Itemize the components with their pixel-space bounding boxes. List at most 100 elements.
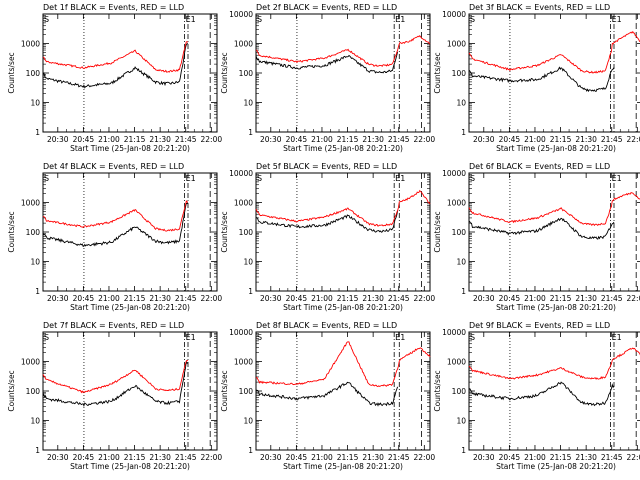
x-tick-label: 22:00 xyxy=(201,135,223,144)
y-tick-label: 1000 xyxy=(21,358,40,367)
y-tick-label: 1000 xyxy=(21,199,40,208)
y-tick-label: 1000 xyxy=(234,199,253,208)
x-tick-label: 20:30 xyxy=(47,135,69,144)
x-tick-label: 22:00 xyxy=(414,135,436,144)
start-marker-label: S xyxy=(257,333,262,342)
y-axis-label: Counts/sec xyxy=(7,211,16,252)
x-axis-label: Start Time (25-Jan-08 20:21:20) xyxy=(283,303,403,312)
x-tick-label: 21:45 xyxy=(388,294,410,303)
y-tick-label: 1 xyxy=(248,287,253,296)
x-tick-label: 20:30 xyxy=(260,453,282,462)
events-series-line xyxy=(255,381,399,407)
x-tick-label: 20:30 xyxy=(260,135,282,144)
x-tick-label: 21:30 xyxy=(149,453,171,462)
y-tick-label: 10 xyxy=(30,258,40,267)
y-tick-label: 1 xyxy=(461,128,466,137)
x-tick-label: 20:30 xyxy=(47,294,69,303)
x-tick-label: 20:45 xyxy=(73,453,95,462)
x-tick-label: 21:30 xyxy=(362,135,384,144)
panel-det-2: Det 2f BLACK = Events, RED = LLD 1 10 100 10… xyxy=(220,3,435,153)
start-marker-label: S xyxy=(257,174,262,183)
x-tick-label: 20:30 xyxy=(473,294,495,303)
lld-series-line xyxy=(468,347,640,380)
y-tick-label: 100 xyxy=(239,387,254,396)
x-tick-label: 20:30 xyxy=(473,135,495,144)
y-tick-label: 1000 xyxy=(234,40,253,49)
end-marker-label: E1 xyxy=(186,174,196,183)
x-tick-label: 21:15 xyxy=(124,453,146,462)
panel-title: Det 7f BLACK = Events, RED = LLD xyxy=(43,321,184,330)
y-tick-label: 10 xyxy=(243,99,253,108)
end-marker-label: E1 xyxy=(395,15,405,24)
y-tick-label: 1 xyxy=(35,287,40,296)
events-series-line xyxy=(255,210,399,233)
lld-series-line xyxy=(468,30,640,74)
x-tick-label: 22:00 xyxy=(414,294,436,303)
x-tick-label: 20:45 xyxy=(286,453,308,462)
lld-series-line xyxy=(255,189,431,227)
y-tick-label: 100 xyxy=(452,387,467,396)
y-tick-label: 1000 xyxy=(234,358,253,367)
x-axis-label: Start Time (25-Jan-08 20:21:20) xyxy=(496,144,616,153)
events-series-line xyxy=(468,381,615,407)
end-marker-label: E1 xyxy=(186,333,196,342)
y-tick-label: 1000 xyxy=(447,199,466,208)
start-marker-label: S xyxy=(44,333,49,342)
panel-title: Det 2f BLACK = Events, RED = LLD xyxy=(256,3,397,12)
y-tick-label: 10 xyxy=(456,258,466,267)
y-tick-label: 100 xyxy=(26,69,41,78)
x-tick-label: 21:15 xyxy=(337,453,359,462)
y-tick-label: 10 xyxy=(243,258,253,267)
x-tick-label: 22:00 xyxy=(201,453,223,462)
y-axis-label: Counts/sec xyxy=(7,52,16,93)
x-tick-label: 21:15 xyxy=(550,135,572,144)
end-marker-label: E1 xyxy=(186,15,196,24)
x-tick-label: 21:15 xyxy=(550,294,572,303)
end-marker-label: E1 xyxy=(395,333,405,342)
x-tick-label: 21:15 xyxy=(124,294,146,303)
y-tick-label: 10 xyxy=(30,417,40,426)
plot-frame xyxy=(255,13,431,133)
panel-title: Det 1f BLACK = Events, RED = LLD xyxy=(43,3,184,12)
panel-det-1: Det 1f BLACK = Events, RED = LLD 1 10 100 10… xyxy=(7,3,222,153)
x-tick-label: 21:30 xyxy=(362,294,384,303)
y-tick-label: 10 xyxy=(243,417,253,426)
panel-det-4: Det 4f BLACK = Events, RED = LLD 1 10 100 10… xyxy=(7,162,222,312)
y-tick-label: 1 xyxy=(248,128,253,137)
y-axis-label: Counts/sec xyxy=(433,370,442,411)
x-tick-label: 21:15 xyxy=(124,135,146,144)
lld-series-line xyxy=(42,359,189,394)
y-tick-label: 10000 xyxy=(442,169,466,178)
plot-frame xyxy=(255,172,431,292)
x-tick-label: 21:30 xyxy=(575,453,597,462)
panel-det-5: Det 5f BLACK = Events, RED = LLD 1 10 100 10… xyxy=(220,162,435,312)
end-marker-label: E1 xyxy=(612,333,622,342)
y-tick-label: 100 xyxy=(452,228,467,237)
x-tick-label: 21:45 xyxy=(175,453,197,462)
y-axis-label: Counts/sec xyxy=(7,370,16,411)
x-axis-label: Start Time (25-Jan-08 20:21:20) xyxy=(283,462,403,471)
events-series-line xyxy=(42,43,189,89)
x-tick-label: 21:00 xyxy=(311,453,333,462)
x-tick-label: 21:30 xyxy=(575,294,597,303)
y-tick-label: 100 xyxy=(26,387,41,396)
y-tick-label: 10 xyxy=(30,99,40,108)
panel-title: Det 8f BLACK = Events, RED = LLD xyxy=(256,321,397,330)
x-tick-label: 22:00 xyxy=(627,453,640,462)
x-tick-label: 21:00 xyxy=(311,135,333,144)
lld-series-line xyxy=(42,199,188,232)
x-tick-label: 21:30 xyxy=(575,135,597,144)
x-tick-label: 21:00 xyxy=(524,294,546,303)
lld-series-line xyxy=(42,41,188,73)
y-tick-label: 100 xyxy=(239,228,254,237)
y-axis-label: Counts/sec xyxy=(220,211,229,252)
y-tick-label: 1 xyxy=(35,446,40,455)
lld-series-line xyxy=(468,191,640,227)
start-marker-label: S xyxy=(470,333,475,342)
y-tick-label: 1000 xyxy=(21,40,40,49)
x-tick-label: 20:45 xyxy=(499,294,521,303)
x-tick-label: 20:30 xyxy=(260,294,282,303)
events-series-line xyxy=(42,360,189,408)
x-tick-label: 20:45 xyxy=(286,294,308,303)
x-tick-label: 21:15 xyxy=(337,294,359,303)
